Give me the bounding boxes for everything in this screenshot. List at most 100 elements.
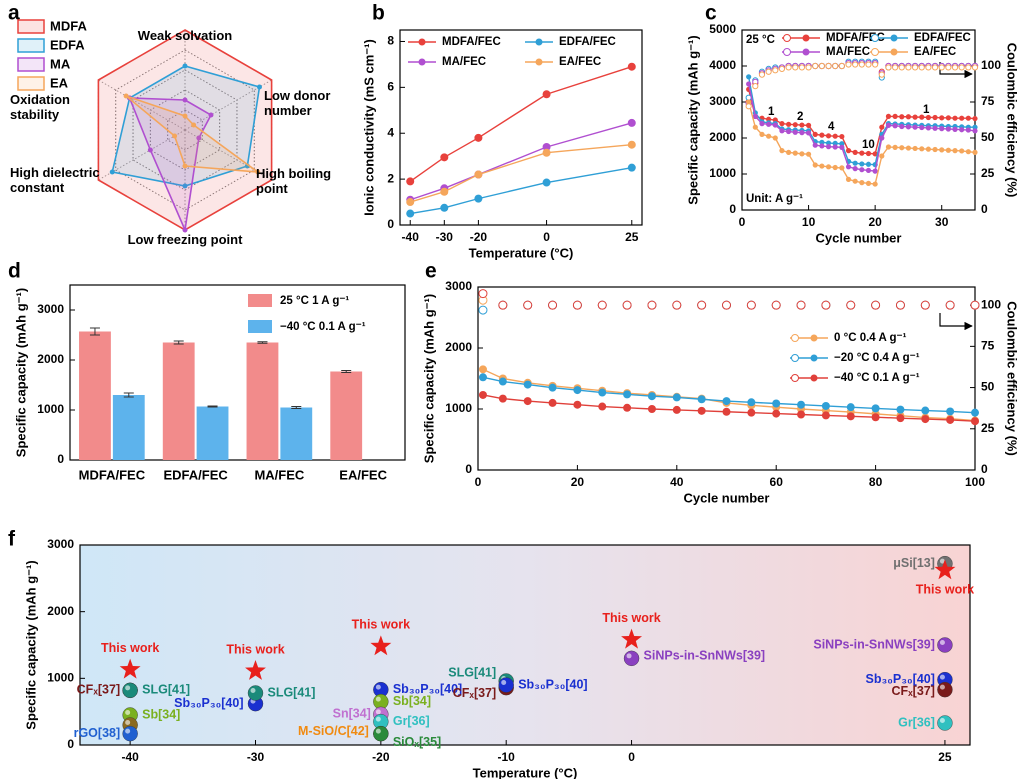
legend-marker-open (783, 34, 791, 42)
x-tick-label: MDFA/FEC (79, 467, 146, 482)
data-point (945, 147, 951, 153)
data-point (752, 124, 758, 130)
data-point (819, 139, 825, 145)
ce-point (965, 64, 972, 71)
y2-arrow (939, 313, 973, 331)
panel-f-background (80, 545, 970, 745)
annotation: 4 (828, 121, 835, 133)
sphere-marker (122, 682, 138, 699)
legend-swatch (17, 76, 45, 91)
radar-axis-label: High dielectric constant (10, 165, 100, 195)
radar-point (182, 227, 188, 233)
data-point (752, 113, 758, 119)
data-point (905, 114, 912, 120)
data-point (498, 377, 507, 386)
data-point (946, 415, 955, 424)
sphere-highlight (375, 684, 381, 690)
bar (280, 407, 313, 460)
ce-point (920, 300, 930, 310)
data-point (832, 133, 838, 139)
y2-tick-label: 25 (981, 166, 995, 180)
annotation: 10 (862, 139, 875, 151)
plot-frame (477, 286, 976, 471)
data-point (845, 164, 852, 170)
data-point (542, 178, 551, 187)
legend-label: EA/FEC (914, 46, 956, 58)
y-tick-label: 0 (67, 737, 74, 751)
data-point (474, 194, 483, 203)
ce-point (852, 61, 859, 68)
ce-point (895, 300, 905, 310)
y-tick-label: 0 (57, 452, 64, 466)
x-axis-title: Cycle number (684, 490, 770, 505)
data-point (925, 125, 932, 131)
x-tick-label: -40 (121, 750, 139, 764)
data-point (912, 124, 918, 130)
spoke (184, 79, 272, 131)
x-tick-label: -30 (247, 750, 265, 764)
legend-marker (890, 34, 898, 42)
data-point (852, 166, 858, 172)
legend-label: MA/FEC (442, 56, 486, 68)
legend-marker-open (791, 374, 799, 382)
point-label: This work (352, 618, 410, 632)
star-marker (370, 635, 392, 656)
bar (79, 331, 111, 460)
x-axis-title: Temperature (°C) (469, 245, 574, 260)
x-tick-label: MA/FEC (254, 467, 304, 482)
x-tick-label: 60 (770, 475, 784, 489)
ce-point (796, 300, 806, 310)
data-point (899, 145, 905, 151)
ce-point (925, 64, 932, 71)
sphere-highlight (375, 728, 381, 734)
data-point (746, 74, 752, 80)
data-point (932, 114, 938, 121)
data-point (799, 151, 805, 157)
y2-tick-label: 75 (981, 94, 995, 108)
legend-marker (810, 334, 818, 342)
sphere-highlight (939, 640, 945, 645)
y2-tick-label: 50 (981, 380, 995, 394)
legend-label: −40 °C 0.1 A g⁻¹ (280, 321, 366, 333)
radar-point (182, 97, 188, 103)
error-bar (341, 370, 352, 373)
y-tick-label: 4 (387, 125, 394, 139)
x-tick-label: 20 (868, 215, 882, 229)
data-point (892, 123, 898, 129)
bar (162, 342, 195, 460)
series-line (409, 66, 632, 182)
data-point (766, 116, 772, 122)
data-point (474, 170, 483, 179)
data-point (846, 412, 855, 421)
data-point (766, 133, 772, 139)
point-label: Sb₃₀P₃₀[40] (518, 677, 587, 691)
ce-point (898, 64, 905, 71)
ce-point (858, 61, 865, 68)
sphere-highlight (501, 680, 507, 685)
radar-point (256, 84, 262, 90)
y2-tick-label: 100 (981, 58, 1001, 72)
y-axis-title: Ionic conductivity (mS cm⁻¹) (361, 39, 376, 216)
ce-point (772, 67, 779, 74)
data-point (896, 405, 905, 414)
ce-point (697, 300, 707, 310)
radar-point (182, 113, 188, 119)
data-point (598, 388, 607, 397)
data-point (925, 146, 932, 152)
data-point (598, 402, 607, 411)
annotation: 1 (923, 104, 930, 116)
data-point (786, 121, 792, 127)
data-point (959, 115, 965, 121)
data-point (859, 150, 865, 156)
legend-marker-open (783, 48, 791, 56)
data-point (722, 407, 731, 416)
data-point (548, 398, 557, 407)
ce-point (878, 71, 885, 78)
sphere-highlight (375, 709, 381, 715)
legend-marker (810, 354, 818, 362)
sphere-highlight (125, 720, 131, 725)
data-point (912, 114, 918, 120)
sphere-marker (937, 715, 953, 731)
panel-label: c (705, 2, 717, 25)
radar-axis-label: Weak solvation (137, 28, 233, 43)
